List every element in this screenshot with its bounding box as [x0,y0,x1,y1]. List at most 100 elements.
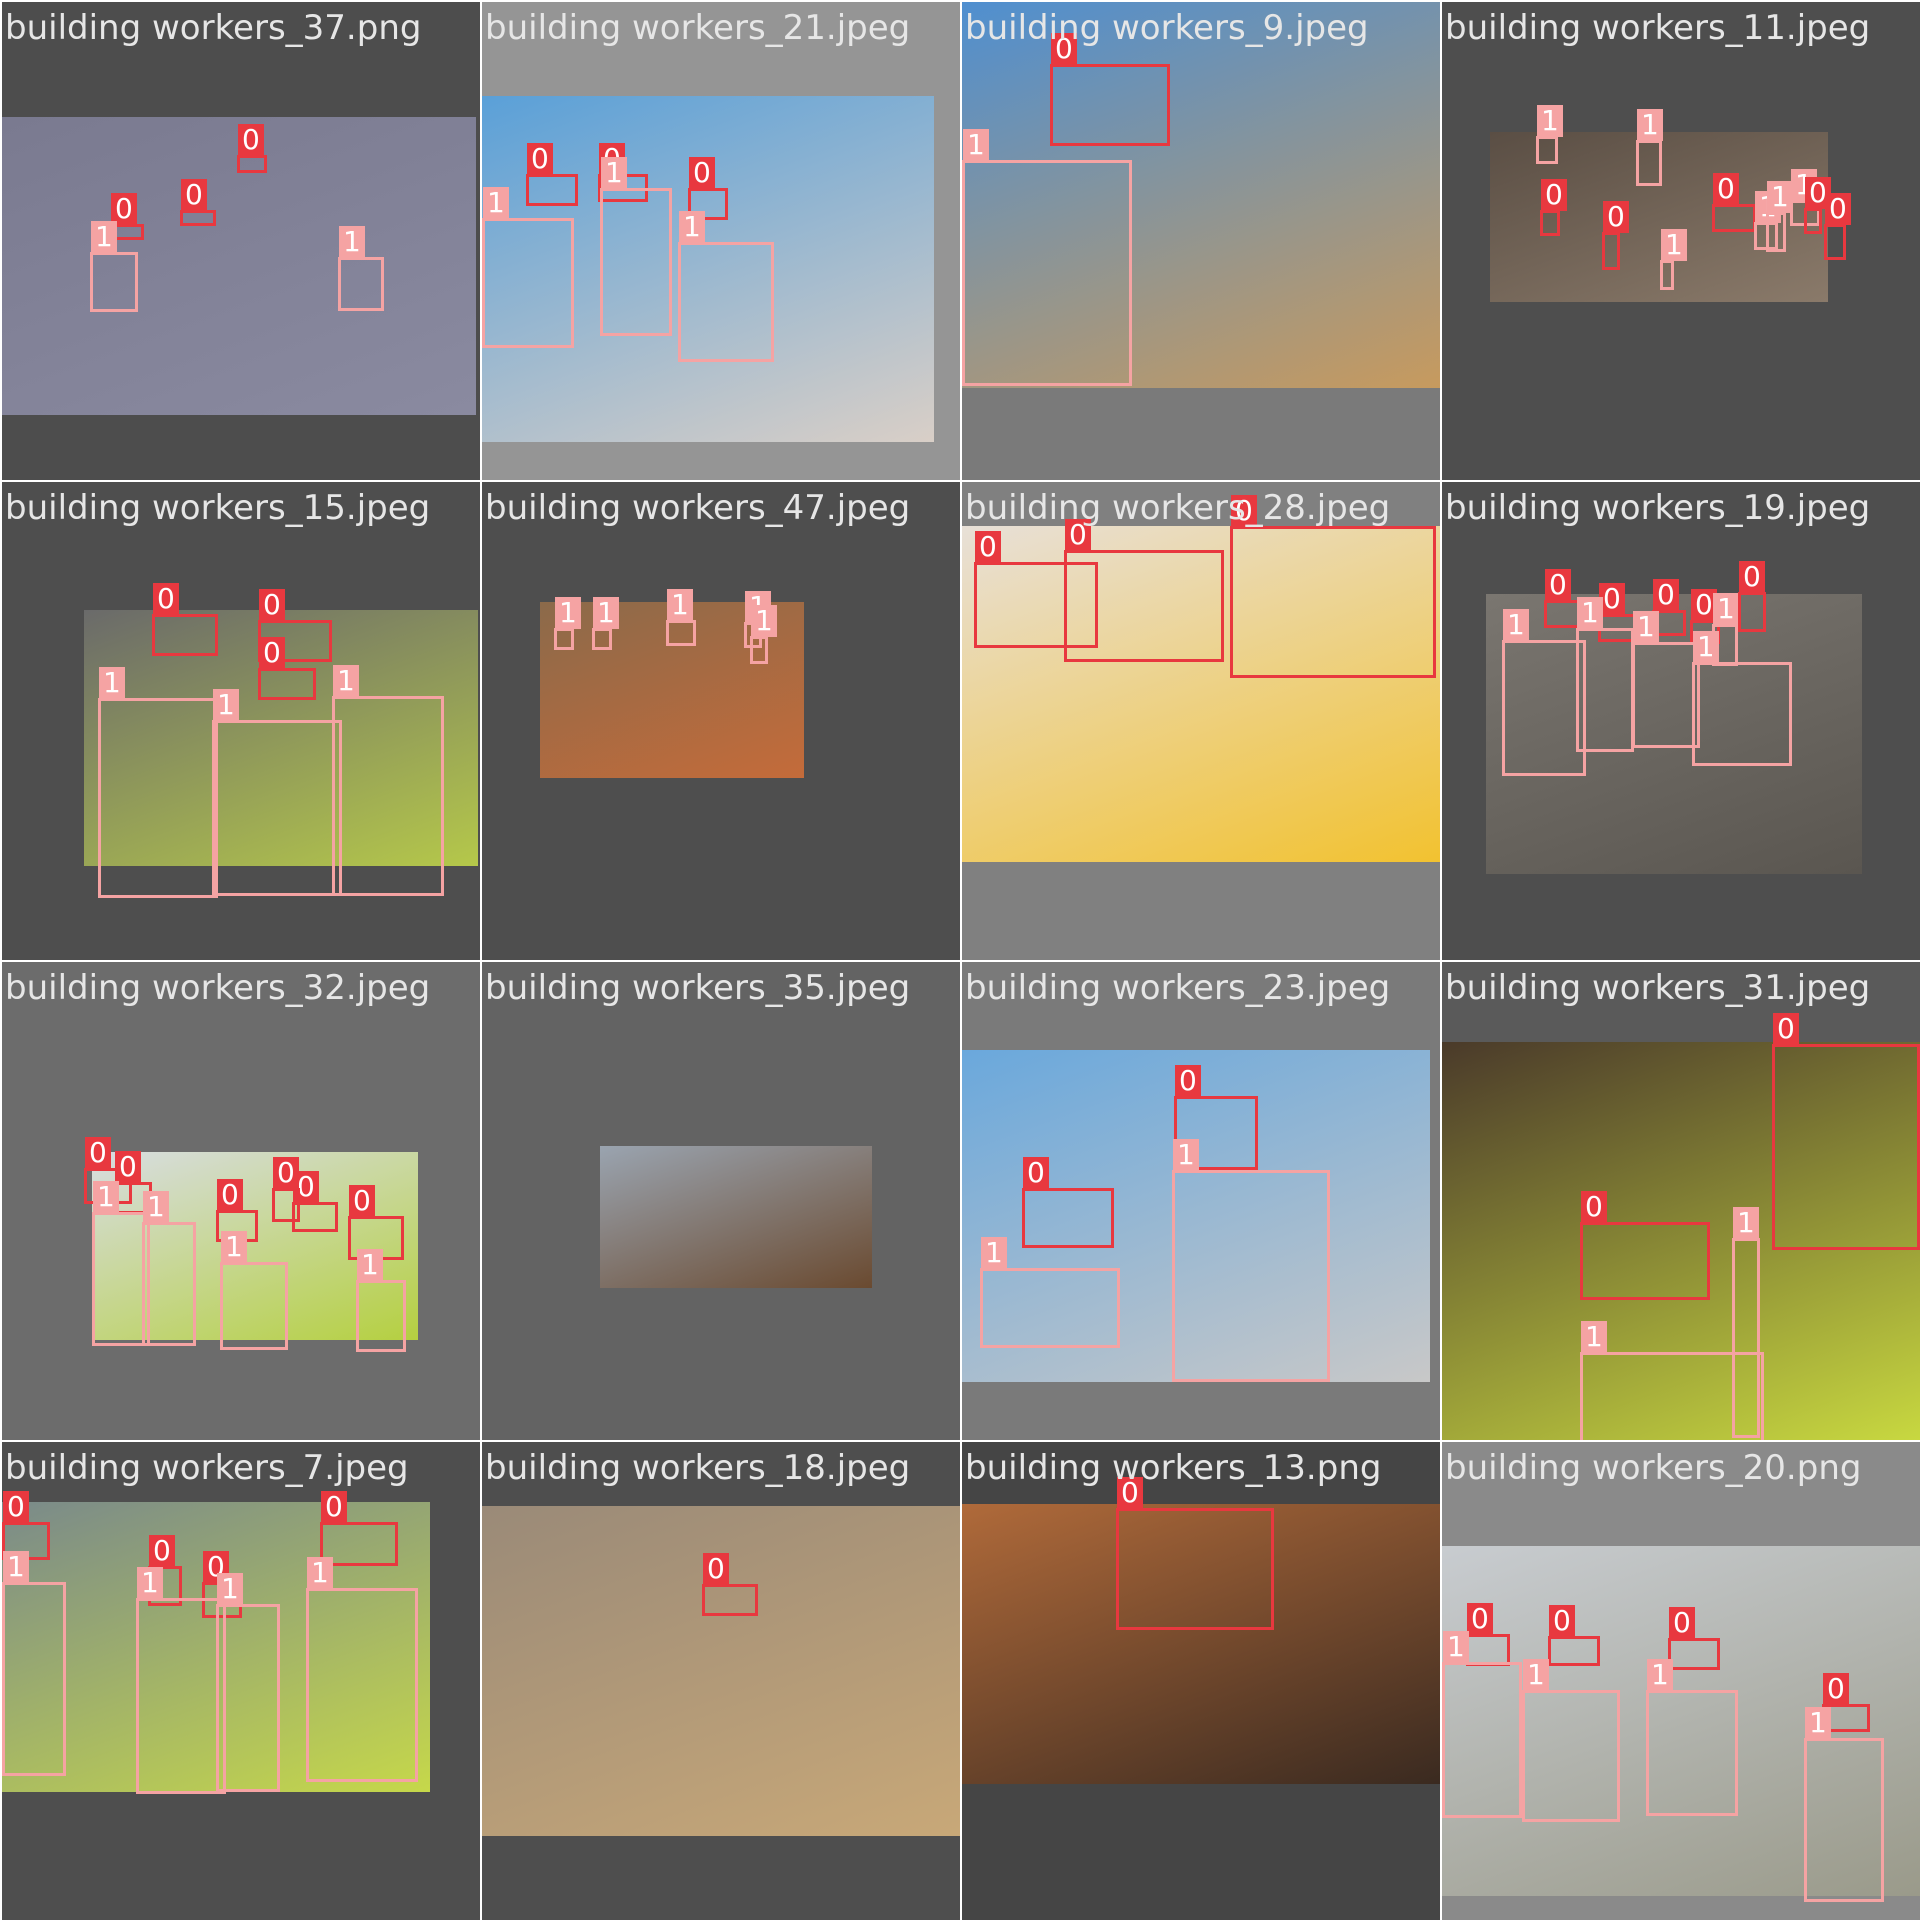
vest-bbox: 1 [2,1551,66,1776]
vest-bbox: 1 [1766,181,1793,252]
helmet-bbox: 0 [1668,1607,1720,1670]
vest-bbox: 1 [678,211,774,362]
class-label: 1 [963,129,989,161]
class-label: 1 [221,1231,247,1263]
helmet-bbox: 0 [1540,179,1567,236]
class-label: 0 [1603,201,1629,233]
result-tile: building workers_47.jpeg11111 [482,482,960,960]
vest-bbox: 1 [332,665,444,896]
class-label: 0 [273,1157,299,1189]
class-label: 1 [981,1237,1007,1269]
vest-bbox: 1 [750,605,777,664]
vest-bbox: 1 [600,157,672,336]
image-filename: building workers_23.jpeg [965,968,1391,1008]
vest-bbox: 1 [1442,1631,1522,1818]
class-label: 1 [1713,593,1739,625]
sample-photo [962,2,1440,388]
helmet-bbox: 0 [1544,569,1588,628]
class-label: 1 [1581,1321,1607,1353]
class-label: 1 [751,605,777,637]
result-tile: building workers_20.png 0 0 0 0 1 1 1 1 [1442,1442,1920,1920]
class-label: 0 [3,1491,29,1523]
vest-bbox: 1 [92,1181,150,1346]
class-label: 0 [1117,1477,1143,1509]
vest-bbox: 1 [216,1573,280,1792]
class-label: 1 [307,1557,333,1589]
class-label: 0 [1823,1673,1849,1705]
class-label: 0 [1581,1191,1607,1223]
helmet-bbox: 0 [688,157,728,220]
image-filename: building workers_35.jpeg [485,968,911,1008]
class-label: 0 [1541,179,1567,211]
result-tile: building workers_11.jpeg10101011010 [1442,2,1920,480]
vest-bbox: 1 [1692,631,1792,766]
helmet-bbox: 0 [216,1179,258,1242]
class-label: 0 [1713,173,1739,205]
vest-bbox: 1 [1646,1659,1738,1816]
vest-bbox: 1 [338,226,384,311]
image-filename: building workers_7.jpeg [5,1448,409,1488]
class-label: 1 [137,1567,163,1599]
class-label: 1 [667,589,693,621]
class-label: 0 [1467,1603,1493,1635]
helmet-bbox: 0 [1772,1013,1920,1250]
class-label: 0 [1065,519,1091,551]
vest-bbox: 1 [98,667,218,898]
vest-bbox: 1 [1712,593,1739,666]
result-tile: building workers_19.jpeg 0 0 0 0 1 1 1 1 1 0 [1442,482,1920,960]
class-label: 1 [1805,1707,1831,1739]
vest-bbox: 1 [554,597,581,650]
vest-bbox: 1 [1580,1321,1764,1440]
result-tile: building workers_32.jpeg 0 0 0 0 0 0 1 1 1 1 [2,962,480,1440]
class-label: 1 [333,665,359,697]
class-label: 1 [1523,1659,1549,1691]
helmet-bbox: 0 [1804,177,1831,234]
class-label: 0 [321,1491,347,1523]
class-label: 0 [1545,569,1571,601]
image-filename: building workers_19.jpeg [1445,488,1871,528]
result-tile: building workers_35.jpeg [482,962,960,1440]
class-label: 1 [1503,609,1529,641]
class-label: 0 [259,589,285,621]
result-tile: building workers_13.png 0 [962,1442,1440,1920]
image-filename: building workers_11.jpeg [1445,8,1871,48]
class-label: 0 [1773,1013,1799,1045]
helmet-bbox: 0 [526,143,578,206]
helmet-bbox: 0 [702,1553,758,1616]
class-label: 0 [1653,579,1679,611]
class-label: 0 [1051,33,1077,65]
class-label: 1 [555,597,581,629]
vest-bbox: 1 [1804,1707,1884,1902]
helmet-bbox: 0 [1652,579,1686,636]
vest-bbox: 1 [980,1237,1120,1348]
image-filename: building workers_15.jpeg [5,488,431,528]
class-label: 1 [143,1191,169,1223]
class-label: 1 [93,1181,119,1213]
sample-photo [962,1050,1430,1382]
class-label: 0 [149,1535,175,1567]
helmet-bbox: 0 [1822,1673,1870,1732]
helmet-bbox: 0 [320,1491,398,1566]
image-filename: building workers_32.jpeg [5,968,431,1008]
class-label: 1 [99,667,125,699]
image-filename: building workers_31.jpeg [1445,968,1871,1008]
class-label: 0 [181,179,207,211]
helmet-bbox: 0 [1548,1605,1600,1666]
class-label: 1 [601,157,627,189]
class-label: 1 [217,1573,243,1605]
result-tile: building workers_37.png 0 0 0 1 1 [2,2,480,480]
helmet-bbox: 0 [1738,561,1766,632]
class-label: 0 [1825,193,1851,225]
class-label: 0 [689,157,715,189]
helmet-bbox: 0 [110,193,144,240]
vest-bbox: 1 [592,597,619,650]
sample-photo [962,1504,1440,1784]
vest-bbox: 1 [666,589,696,646]
class-label: 1 [1633,611,1659,643]
result-tile: building workers_15.jpeg 0 0 0 1 1 1 [2,482,480,960]
class-label: 0 [975,531,1001,563]
image-filename: building workers_18.jpeg [485,1448,911,1488]
class-label: 0 [1739,561,1765,593]
result-tile: building workers_23.jpeg 0 0 1 1 [962,962,1440,1440]
class-label: 1 [213,689,239,721]
